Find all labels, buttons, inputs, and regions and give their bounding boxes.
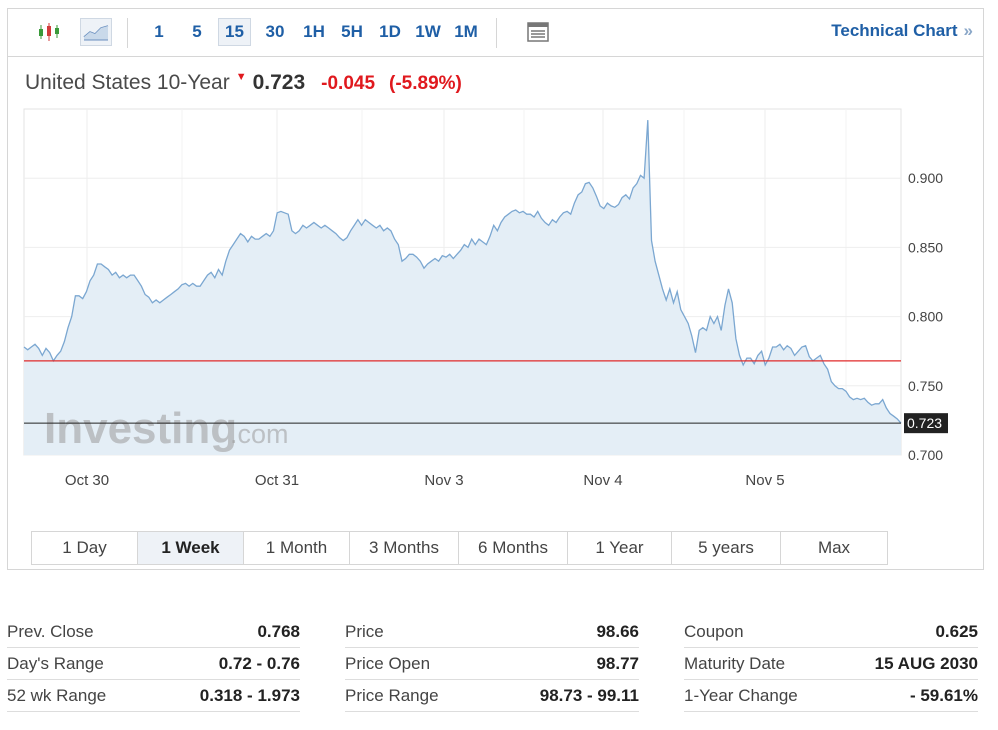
chart-panel: 1 5 15 30 1H 5H 1D 1W 1M Technical Chart» United… [7, 8, 984, 570]
interval-button-1m[interactable]: 1M [454, 22, 478, 41]
x-tick-label: Nov 4 [583, 472, 622, 489]
stat-row: Price 98.66 [345, 616, 639, 648]
stat-value: 98.73 - 99.11 [539, 685, 639, 705]
price-change: -0.045 [321, 73, 376, 94]
period-5-years[interactable]: 5 years [672, 532, 781, 564]
x-tick-label: Nov 5 [745, 472, 784, 489]
price-line [23, 120, 902, 424]
interval-button-5[interactable]: 5 [192, 22, 202, 41]
stat-value: 0.768 [257, 621, 300, 641]
stat-row: Price Open 98.77 [345, 648, 639, 680]
stat-value: 0.625 [935, 621, 978, 641]
x-tick-label: Nov 3 [424, 472, 463, 489]
period-6-months[interactable]: 6 Months [459, 532, 568, 564]
x-tick-label: Oct 30 [65, 472, 109, 489]
stat-row: Day's Range 0.72 - 0.76 [7, 648, 300, 680]
period-1-month[interactable]: 1 Month [244, 532, 350, 564]
instrument-name: United States 10-Year [25, 71, 230, 94]
y-tick-label: 0.750 [908, 378, 943, 394]
price-area [24, 120, 901, 455]
instrument-header: United States 10-Year ▼ 0.723 -0.045 (-5… [25, 71, 462, 101]
line-chart-icon[interactable] [80, 18, 112, 46]
current-price-label: 0.723 [907, 415, 942, 431]
interval-button-5h[interactable]: 5H [341, 22, 363, 41]
stat-label: Price [345, 621, 384, 641]
stat-label: Coupon [684, 621, 744, 641]
period-selector: 1 Day 1 Week 1 Month 3 Months 6 Months 1 Year… [31, 531, 888, 565]
down-arrow-icon: ▼ [235, 71, 247, 83]
technical-chart-link[interactable]: Technical Chart » [831, 21, 973, 41]
period-max[interactable]: Max [817, 538, 851, 557]
stat-label: Maturity Date [684, 653, 786, 673]
stat-label: 1-Year Change [684, 685, 798, 705]
instrument-price: 0.723 [252, 71, 306, 94]
current-price-badge [904, 413, 948, 434]
interval-button-15[interactable]: 15 [218, 18, 251, 46]
chart-toolbar: 1 5 15 30 1H 5H 1D 1W 1M Technical Chart» [8, 9, 983, 57]
interval-button-1h[interactable]: 1H [303, 22, 325, 41]
stat-row: Prev. Close 0.768 [7, 616, 300, 648]
stat-value: 0.318 - 1.973 [199, 685, 300, 705]
technical-chart-label: Technical Chart [831, 21, 958, 40]
interval-button-30[interactable]: 30 [265, 22, 285, 41]
candlestick-icon[interactable] [33, 18, 65, 46]
stat-value: - 59.61% [909, 685, 978, 705]
stat-row: Price Range 98.73 - 99.11 [345, 680, 639, 712]
toolbar-divider [496, 18, 497, 48]
interval-button-1w[interactable]: 1W [415, 22, 441, 41]
interval-button-1[interactable]: 1 [154, 22, 164, 41]
y-tick-label: 0.700 [908, 447, 943, 463]
investing-watermark-suffix: .com [230, 419, 289, 449]
y-tick-label: 0.800 [908, 309, 943, 325]
y-tick-label: 0.850 [908, 239, 943, 255]
stat-value: 98.66 [596, 621, 639, 641]
stat-row: 1-Year Change - 59.61% [684, 680, 978, 712]
stat-label: Prev. Close [7, 621, 94, 641]
investing-watermark: Investing [44, 404, 237, 453]
y-tick-label: 0.900 [908, 170, 943, 186]
interval-button-1d[interactable]: 1D [379, 22, 401, 41]
stat-row: 52 wk Range 0.318 - 1.973 [7, 680, 300, 712]
stat-label: Price Open [345, 653, 431, 673]
price-change-percent: (-5.89%) [389, 73, 462, 94]
data-table-icon[interactable] [522, 18, 554, 46]
stat-label: Day's Range [7, 653, 104, 673]
stat-row: Coupon 0.625 [684, 616, 978, 648]
period-1-year[interactable]: 1 Year [568, 532, 672, 564]
price-chart[interactable]: 0.900 0.850 0.800 0.750 0.700 Investing.com 0.… [8, 9, 983, 509]
period-1-week[interactable]: 1 Week [138, 532, 244, 564]
stat-label: Price Range [345, 685, 439, 705]
period-3-months[interactable]: 3 Months [350, 532, 459, 564]
toolbar-divider [127, 18, 128, 48]
stat-value: 0.72 - 0.76 [218, 653, 300, 673]
stat-row: Maturity Date 15 AUG 2030 [684, 648, 978, 680]
stat-value: 98.77 [596, 653, 639, 673]
period-1-day[interactable]: 1 Day [32, 532, 138, 564]
x-tick-label: Oct 31 [255, 472, 299, 489]
stat-label: 52 wk Range [7, 685, 107, 705]
double-chevron-icon: » [963, 21, 973, 40]
stat-value: 15 AUG 2030 [874, 653, 978, 673]
